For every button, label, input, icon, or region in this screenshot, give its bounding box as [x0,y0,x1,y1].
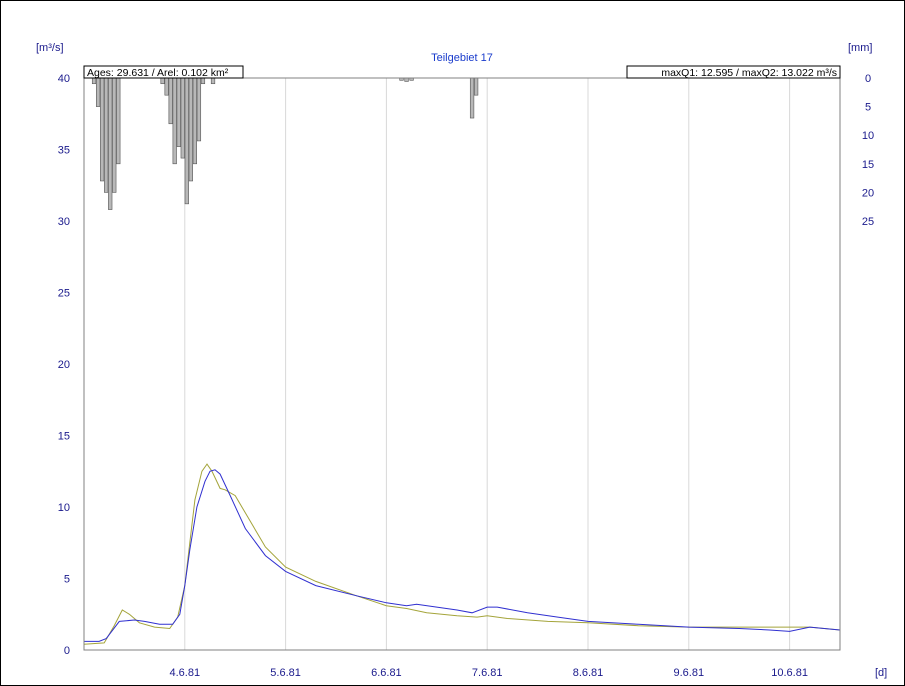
x-tick-label: 8.6.81 [573,667,604,679]
precip-bar [104,77,109,193]
x-tick-label: 5.6.81 [270,667,301,679]
y2-tick-label: 10 [862,130,874,142]
precip-bar [188,77,193,182]
chart-title: Teilgebiet 17 [431,52,493,64]
precip-bar [180,77,185,159]
precip-bar [108,77,113,210]
series-line-1 [84,469,841,642]
y-axis-ticks-left: 0 5 10 15 20 25 30 35 40 [58,73,70,657]
x-tick-label: 9.6.81 [674,667,705,679]
y-tick-label: 20 [58,359,70,371]
precip-bar [112,77,117,193]
x-tick-label: 6.6.81 [371,667,402,679]
precip-bar [95,77,101,107]
precip-bar [176,77,181,147]
precipitation-bars [91,77,479,210]
y-tick-label: 15 [58,431,70,443]
y-tick-label: 0 [64,645,70,657]
info-box-right: maxQ1: 12.595 / maxQ2: 13.022 m³/s [626,65,841,79]
x-tick-label: 10.6.81 [771,667,808,679]
y-tick-label: 25 [58,288,70,300]
precip-bar [168,77,173,125]
y2-tick-label: 0 [865,73,871,85]
y2-tick-label: 15 [862,159,874,171]
y-tick-label: 35 [58,145,70,157]
precip-bar [164,77,169,96]
y-axis-unit-right: [mm] [848,42,872,54]
y2-tick-label: 25 [862,216,874,228]
precip-bar [116,77,121,165]
x-axis-unit: [d] [875,667,887,679]
precip-bar [100,77,105,182]
y-axis-ticks-right: 0 5 10 15 20 25 [862,73,874,228]
precip-bar [469,77,475,119]
precip-bar [192,77,197,165]
y2-tick-label: 20 [862,187,874,199]
info-box-left: Ages: 29.631 / Arel: 0.102 km² [83,65,244,79]
y-tick-label: 10 [58,502,70,514]
info-box-right-text: maxQ1: 12.595 / maxQ2: 13.022 m³/s [661,67,837,79]
x-tick-label: 4.6.81 [170,667,201,679]
plot-area-border [83,77,841,651]
precip-bar [172,77,177,165]
y-tick-label: 5 [64,574,70,586]
precip-bar [196,77,202,142]
series-line-2 [83,463,841,645]
y-tick-label: 40 [58,73,70,85]
x-axis-ticks: 4.6.81 5.6.81 6.6.81 7.6.81 8.6.81 9.6.81 10.6… [170,667,808,679]
discharge-lines [83,463,841,645]
vertical-gridlines [184,78,791,650]
precip-bar [184,77,189,205]
y-tick-label: 30 [58,216,70,228]
precip-bar [404,77,409,82]
info-box-left-text: Ages: 29.631 / Arel: 0.102 km² [87,67,229,79]
y-axis-unit-left: [m³/s] [36,42,64,54]
precip-bar [473,77,479,96]
y2-tick-label: 5 [865,102,871,114]
x-tick-label: 7.6.81 [472,667,503,679]
